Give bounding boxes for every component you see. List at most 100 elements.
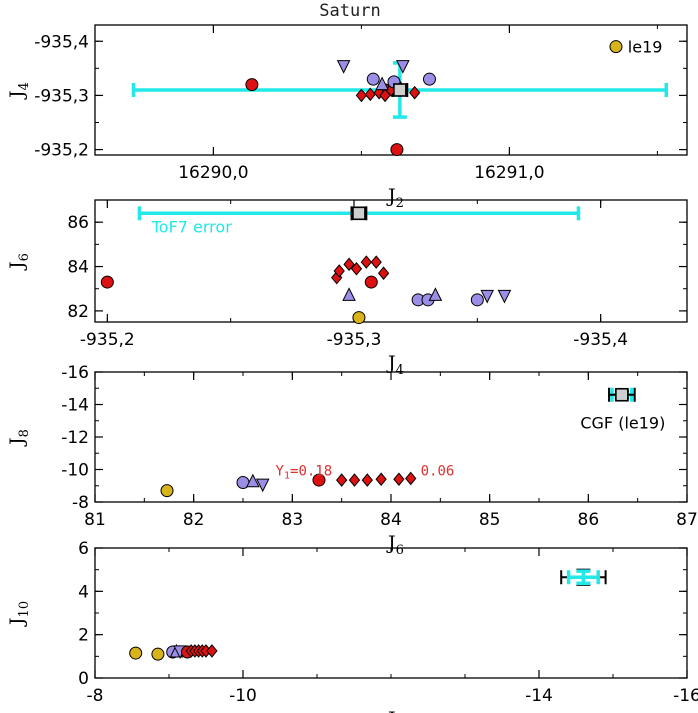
annotation-label: Y1=0.18: [276, 464, 333, 482]
data-point-red-diamond: [343, 257, 355, 272]
y-tick-label: 2: [78, 626, 89, 646]
plot-frame: [94, 371, 688, 503]
x-tick-label: -16: [673, 686, 698, 706]
x-tick-label: 16291,0: [474, 163, 544, 183]
x-tick-label: 81: [84, 510, 106, 530]
y-tick-label: -935,4: [34, 32, 89, 52]
y-tick-label: -10: [61, 461, 89, 481]
error-bar: [566, 569, 600, 586]
data-point-red-diamond: [409, 85, 421, 100]
data-point-red-diamond: [333, 264, 345, 278]
data-point-red-diamond: [375, 472, 387, 487]
x-tick-label: 85: [479, 510, 501, 530]
data-point-red-diamond: [360, 255, 372, 269]
data-point-red-diamond: [364, 87, 376, 102]
y-tick-label: -935,3: [34, 86, 89, 106]
x-axis-label: J8: [386, 708, 404, 713]
data-point-lavender-tridown: [497, 289, 512, 304]
x-axis-label-sub: 4: [396, 363, 404, 378]
y-axis-label: J6: [6, 253, 32, 271]
x-tick-label: 84: [380, 510, 402, 530]
data-point-lavender-tridown: [480, 289, 495, 304]
observed-value-square: [352, 206, 366, 221]
data-point-red-diamond: [370, 255, 382, 269]
data-point-lavender-triup: [428, 287, 443, 301]
y-axis-label-sub: 8: [17, 429, 32, 437]
data-point-lavender-circle: [366, 72, 380, 86]
y-tick-label: -16: [61, 363, 89, 383]
x-tick-label: -935,3: [327, 330, 382, 350]
data-point-red-diamond: [393, 472, 405, 487]
x-tick-label: -10: [229, 686, 257, 706]
data-point-red-circle: [100, 275, 114, 289]
data-point-yellow-circle: [352, 311, 366, 325]
annotation-label: le19: [628, 38, 663, 57]
x-axis-label: J4: [386, 352, 404, 378]
data-point-red-circle: [245, 78, 259, 92]
x-tick-label: 83: [282, 510, 304, 530]
data-point-red-diamond: [377, 266, 390, 280]
plot-frame: [94, 547, 688, 679]
panel-j8-j10: -8 -10 -14 -16 0 2 4 6 J8 J10: [6, 539, 698, 713]
x-tick-label: 82: [183, 510, 205, 530]
x-tick-label: 86: [578, 510, 600, 530]
y-axis-label-sub: 10: [17, 601, 32, 618]
x-tick-label: 16290,0: [178, 163, 248, 183]
data-point-lavender-triup: [246, 473, 260, 488]
data-point-red-circle: [390, 143, 404, 157]
annotation-suffix: =0.18: [290, 464, 332, 480]
x-axis-label-sub: 6: [396, 543, 404, 558]
x-tick-label: -935,2: [80, 330, 135, 350]
annotation-sub: 1: [284, 471, 290, 482]
y-tick-label: -935,2: [34, 141, 89, 161]
data-point-lavender-tridown: [396, 60, 410, 74]
data-point-lavender-circle: [422, 72, 436, 86]
x-tick-label: -14: [525, 686, 553, 706]
y-tick-label: 6: [78, 539, 89, 559]
y-tick-label: 0: [78, 669, 89, 689]
annotation-label: 0.06: [421, 464, 455, 480]
y-tick-label: 86: [67, 213, 89, 233]
y-axis-label-sub: 6: [17, 253, 32, 261]
y-axis-label-sub: 4: [17, 82, 32, 90]
x-axis-label: J2: [386, 185, 404, 211]
plot-frame: [94, 24, 688, 156]
data-point-red-circle: [364, 275, 378, 289]
y-tick-label: 82: [67, 302, 89, 322]
x-tick-label: -935,4: [573, 330, 628, 350]
data-point-red-diamond: [206, 644, 218, 658]
data-point-lavender-tridown: [255, 478, 270, 493]
data-point-lavender-tridown: [336, 60, 351, 74]
data-point-red-diamond: [405, 471, 417, 486]
annotation-label: ToF7 error: [151, 218, 232, 237]
data-point-yellow-circle: [129, 646, 143, 660]
y-axis-label: J4: [6, 82, 32, 100]
data-point-yellow-circle: [609, 40, 623, 54]
observed-value-square: [393, 83, 407, 97]
data-point-lavender-triup: [342, 287, 356, 301]
y-tick-label: 4: [78, 582, 89, 602]
data-point-red-diamond: [350, 261, 363, 276]
data-point-red-diamond: [361, 473, 373, 487]
data-point-lavender-circle: [470, 293, 484, 307]
data-point-yellow-circle: [151, 647, 165, 661]
data-point-red-diamond: [336, 473, 348, 487]
data-point-lavender-triup: [375, 76, 389, 91]
y-axis-label: J8: [6, 429, 32, 447]
y-axis-label: J10: [6, 601, 32, 627]
x-tick-label: 87: [676, 510, 698, 530]
y-tick-label: -8: [72, 493, 89, 513]
panel-j4-j6: -935,2 -935,3 -935,4 82 84 86 J4 J6 ToF7 error: [6, 199, 688, 378]
x-tick-label: -8: [87, 686, 104, 706]
data-point-red-diamond: [348, 473, 361, 487]
data-point-red-diamond: [355, 88, 368, 103]
y-tick-label: 84: [67, 258, 89, 278]
panel-j2-j4: 16290,0 16291,0 -935,2 -935,3 -935,4 J2 J4 le19: [6, 24, 688, 211]
observed-value-square: [615, 387, 629, 402]
x-axis-label: J6: [386, 532, 404, 558]
plot-frame: [94, 199, 688, 323]
annotation-label: CGF (le19): [580, 413, 665, 432]
y-tick-label: -12: [61, 428, 89, 448]
